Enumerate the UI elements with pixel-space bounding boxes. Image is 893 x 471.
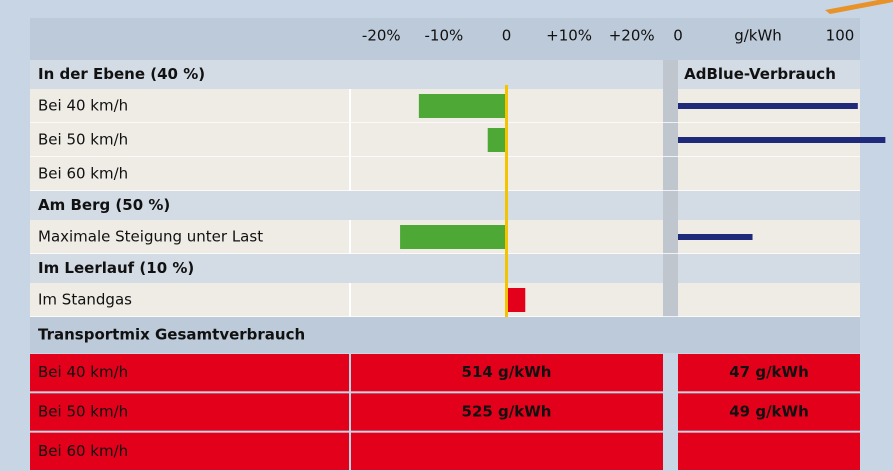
row-bg [30,89,663,123]
summary-cell [351,432,663,470]
summary-title-row [30,317,860,353]
summary-adblue: 47 g/kWh [729,363,809,381]
summary-label: Bei 50 km/h [38,403,128,421]
row-label: Im Standgas [38,291,132,309]
gap [663,220,678,254]
adblue-bar [678,137,886,143]
summary-cell [678,393,860,431]
row-label: Bei 60 km/h [38,165,128,183]
summary-cell [30,354,349,392]
x2-tick-label: 0 [673,27,683,45]
decor-arrow [825,0,893,14]
x-tick-label: +10% [546,27,592,45]
summary-cell [30,432,349,470]
x2-tick-label: 100 [826,27,855,45]
gap [663,157,678,191]
summary-cell [351,354,663,392]
summary-adblue: 49 g/kWh [729,403,809,421]
summary-label: Bei 40 km/h [38,363,128,381]
gap [663,60,678,89]
section-title: In der Ebene (40 %) [38,65,205,83]
summary-total: 525 g/kWh [462,403,552,421]
header-row [30,18,860,60]
change-bar [418,94,507,118]
row-label: Maximale Steigung unter Last [38,228,263,246]
gap [663,254,678,283]
summary-cell [351,393,663,431]
summary-label: Bei 60 km/h [38,442,128,460]
gap [663,191,678,220]
adblue-bar [678,103,858,109]
x-tick-label: 0 [502,27,512,45]
row-bg [30,157,663,191]
change-bar [506,288,526,312]
section-title: Im Leerlauf (10 %) [38,259,194,277]
summary-cell [678,432,860,470]
gap [663,283,678,317]
row-label: Bei 50 km/h [38,131,128,149]
adblue-bar [678,234,753,240]
summary-total: 514 g/kWh [462,363,552,381]
row-bg-right [678,157,860,191]
row-label: Bei 40 km/h [38,97,128,115]
x-tick-label: -20% [362,27,401,45]
summary-title: Transportmix Gesamtverbrauch [38,326,305,344]
row-bg [30,283,663,317]
section-row [30,191,860,220]
change-bar [487,128,507,152]
x-tick-label: +20% [609,27,655,45]
row-bg [30,220,663,254]
row-bg-right [678,283,860,317]
summary-cell [678,354,860,392]
x2-axis-label: g/kWh [734,27,782,45]
gap [663,89,678,123]
section-title: Am Berg (50 %) [38,196,170,214]
section-row [30,60,860,89]
adblue-title: AdBlue-Verbrauch [684,65,836,83]
row-bg [30,123,663,157]
section-row [30,254,860,283]
x-tick-label: -10% [425,27,464,45]
change-bar [400,225,507,249]
gap [663,123,678,157]
summary-cell [30,393,349,431]
